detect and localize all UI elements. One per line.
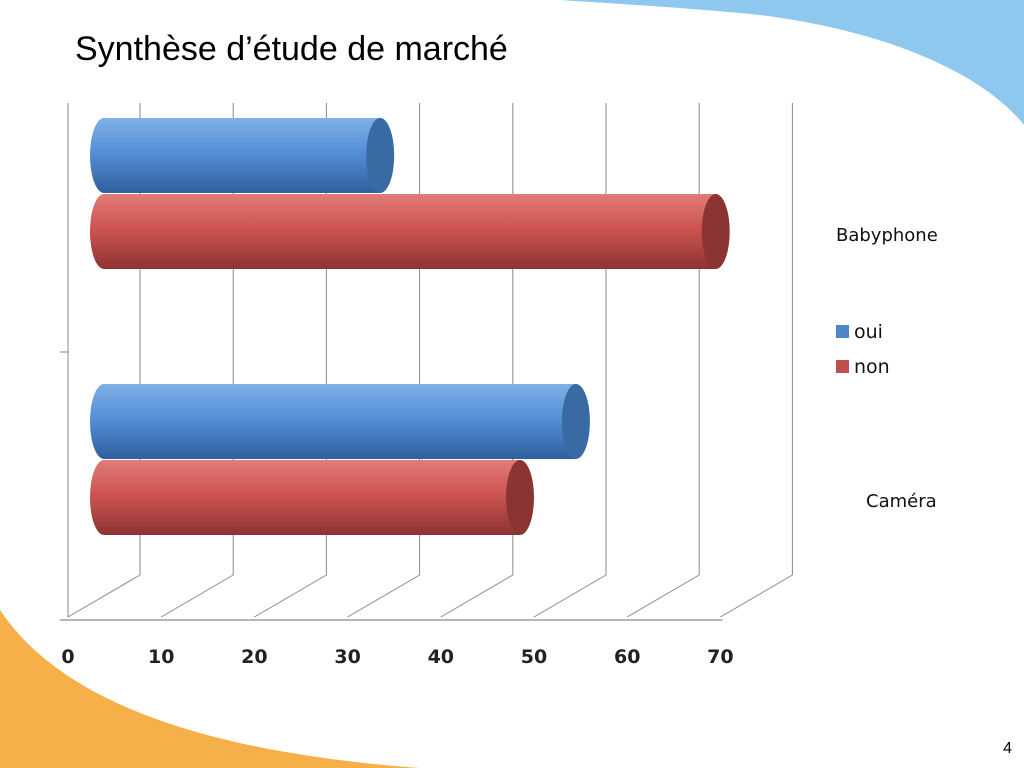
legend: oui non [836,321,890,378]
legend-label-oui: oui [854,321,883,343]
bar-cap [701,194,730,269]
x-tick-label: 40 [428,646,454,668]
bar-body [90,460,520,535]
floor-gridline [626,574,700,618]
x-axis-ticks: 0 10 20 30 40 50 60 70 [61,646,733,668]
bar-body [90,118,381,193]
x-tick-label: 50 [521,646,547,668]
category-label: Caméra [866,491,937,512]
top-accent-shape [560,0,1024,125]
legend-swatch-non [836,360,849,373]
bar-non-0 [90,194,730,269]
page-number: 4 [1003,740,1012,757]
bar-cap [561,384,590,459]
floor-gridline [160,574,234,618]
legend-swatch-oui [836,325,849,338]
category-labels: Babyphone Caméra [836,225,938,512]
bar-cap [506,460,534,535]
legend-label-non: non [854,356,890,378]
bar-oui-0 [90,118,395,193]
bar-oui-1 [90,384,590,459]
x-tick-label: 60 [614,646,640,668]
slide-title: Synthèse d’étude de marché [75,30,508,68]
bar-cap [366,118,395,193]
x-tick-label: 0 [61,646,74,668]
floor-gridline [720,574,793,618]
floor-gridline [533,574,607,618]
floor-gridline [67,574,141,618]
x-tick-label: 70 [707,646,733,668]
floor-gridline [254,574,327,618]
x-tick-label: 20 [241,646,267,668]
bar-non-1 [90,460,534,535]
bottom-accent-shape [0,610,420,768]
category-label: Babyphone [836,225,938,246]
bars [90,118,730,535]
bar-body [90,194,716,269]
bar-body [90,384,576,459]
x-tick-label: 10 [148,646,174,668]
x-tick-label: 30 [334,646,360,668]
floor-gridline [440,574,514,618]
floor-gridline [347,574,420,618]
